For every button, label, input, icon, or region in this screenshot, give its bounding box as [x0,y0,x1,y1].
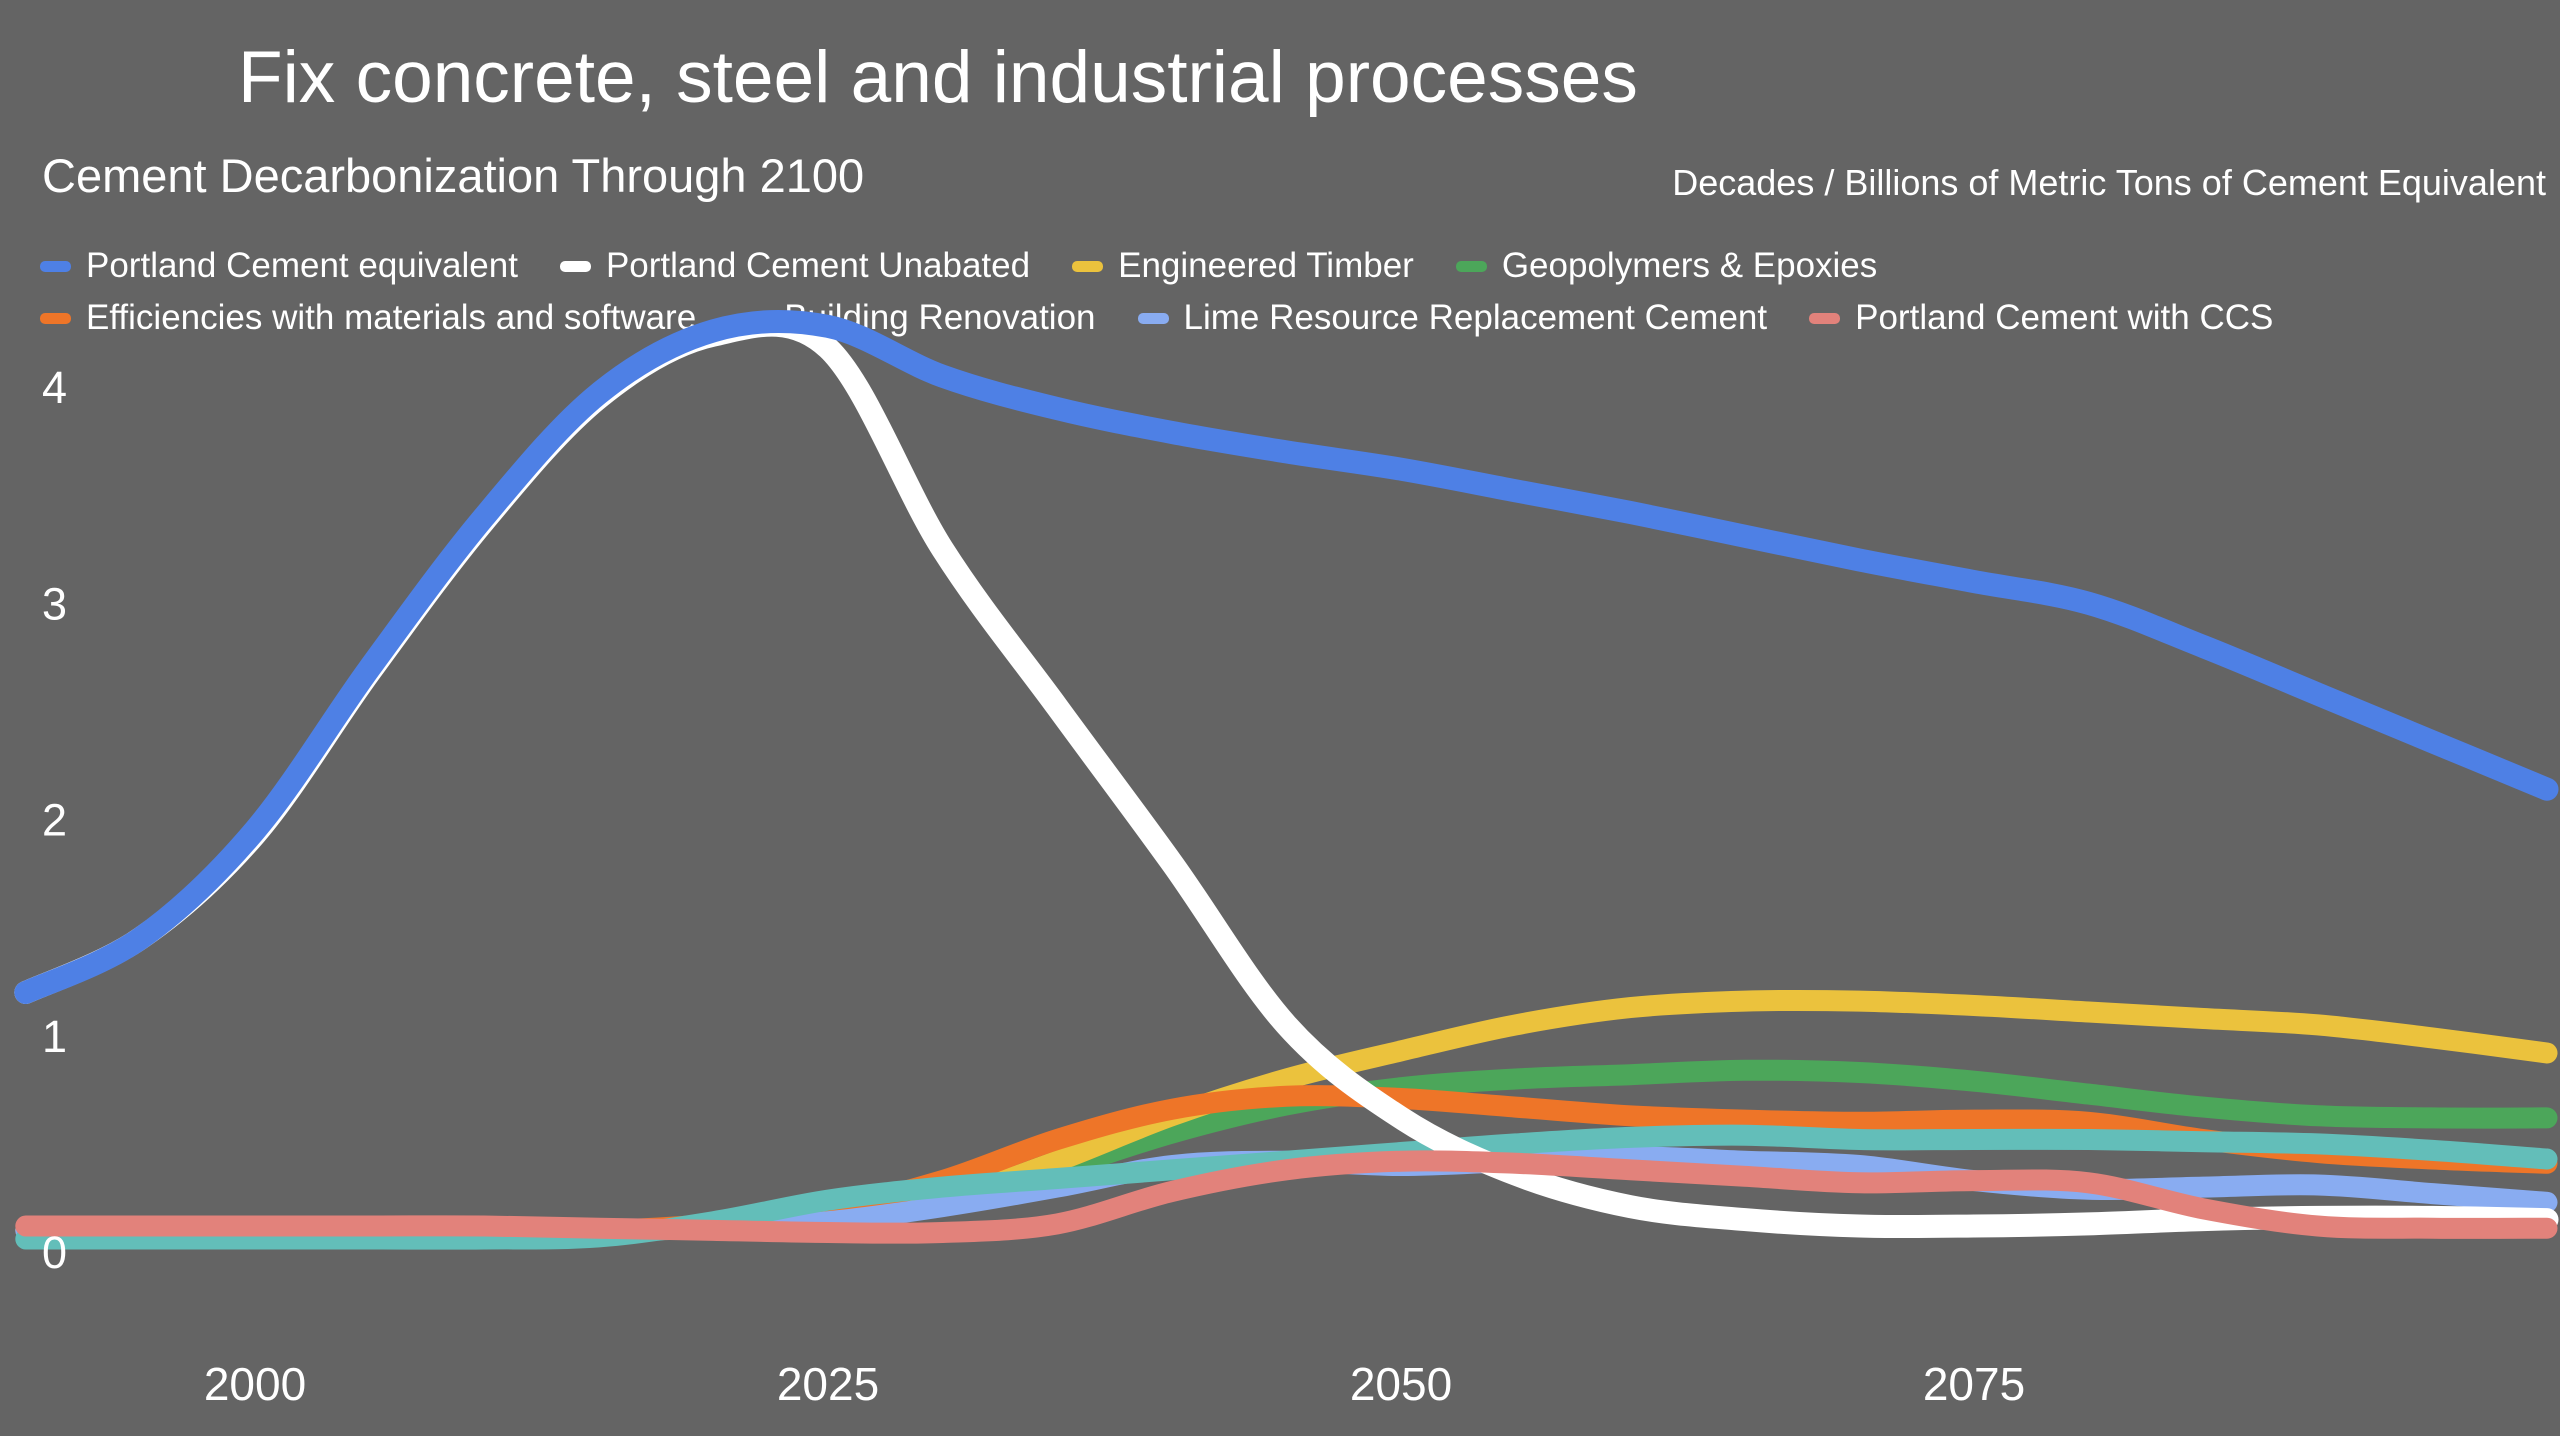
page-title: Fix concrete, steel and industrial proce… [238,37,1638,118]
legend-swatch-icon [559,260,591,272]
y-tick-label: 3 [42,578,67,629]
legend-swatch-icon [40,260,71,272]
legend-swatch-icon [1809,312,1841,324]
legend-item-label: Engineered Timber [1118,246,1414,285]
legend-row: Efficiencies with materials and software… [40,298,2273,338]
legend-row: Portland Cement equivalent Portland Cemen… [40,246,2273,286]
chart-title: Cement Decarbonization Through 2100 [42,149,865,202]
legend-item: Lime Resource Replacement Cement [1137,298,1768,338]
legend-item: Portland Cement Unabated [559,246,1031,286]
legend-swatch-icon [1455,260,1487,272]
legend-item: Portland Cement with CCS [1809,298,2273,338]
legend-item-label: Geopolymers & Epoxies [1501,246,1878,285]
legend-item-label: Efficiencies with materials and software [86,298,697,337]
legend-item-label: Portland Cement Unabated [605,246,1031,285]
legend-item-label: Portland Cement with CCS [1855,298,2274,337]
x-tick-label: 2075 [1923,1358,2025,1410]
legend-item: Efficiencies with materials and software [40,298,696,338]
legend-swatch-icon [40,312,71,324]
axis-units-label: Decades / Billions of Metric Tons of Cem… [1672,162,2546,203]
y-tick-label: 0 [42,1227,67,1278]
legend: Portland Cement equivalent Portland Cemen… [40,246,2273,338]
x-tick-label: 2025 [777,1358,879,1410]
legend-swatch-icon [1072,260,1104,272]
series-line-ccs [15,1150,2558,1244]
y-tick-label: 1 [42,1011,67,1062]
legend-item-label: Portland Cement equivalent [86,246,518,285]
legend-swatch-icon [1137,312,1169,324]
x-tick-label: 2000 [204,1358,306,1410]
y-tick-label: 2 [42,795,67,846]
y-tick-label: 4 [42,362,67,413]
legend-item: Portland Cement equivalent [40,246,518,286]
legend-item: Geopolymers & Epoxies [1455,246,1878,286]
series-line-equivalent [14,309,2559,1004]
x-tick-label: 2050 [1350,1358,1452,1410]
legend-item-label: Lime Resource Replacement Cement [1183,298,1768,337]
legend-item: Engineered Timber [1072,246,1414,286]
